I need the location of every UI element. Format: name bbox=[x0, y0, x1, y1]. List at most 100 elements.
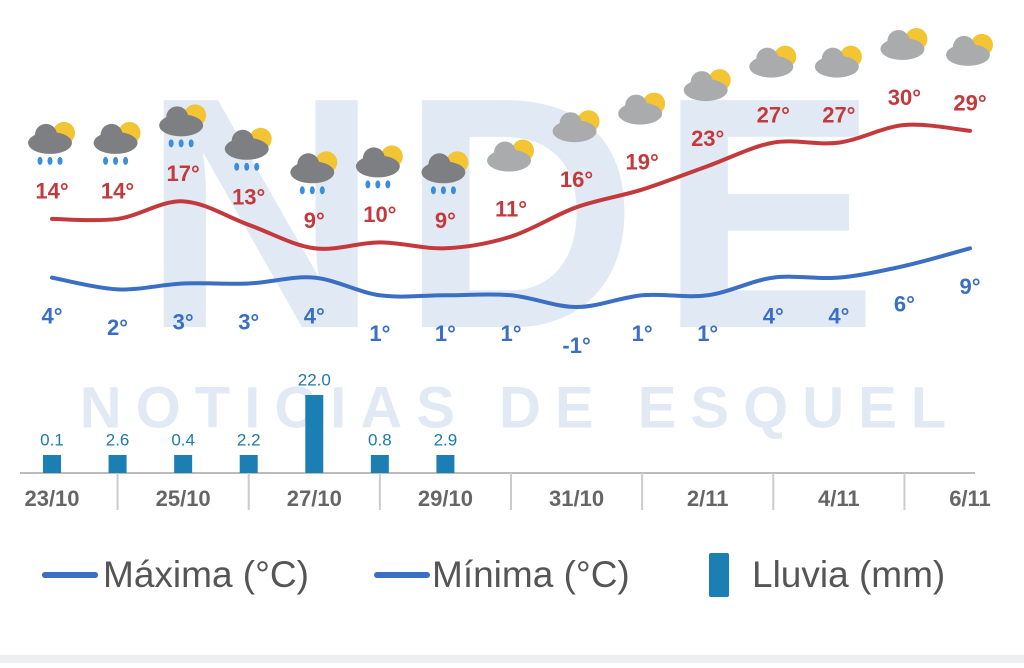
rain-bar bbox=[239, 455, 258, 473]
weather-icon bbox=[28, 121, 75, 165]
min-label: 4° bbox=[828, 303, 849, 328]
max-label: 13° bbox=[232, 185, 265, 210]
icon-cloud bbox=[690, 71, 713, 94]
rain-label: 2.6 bbox=[106, 430, 130, 449]
min-label: 9° bbox=[959, 274, 980, 299]
legend-label: Máxima (°C) bbox=[103, 554, 309, 595]
min-label: 1° bbox=[697, 321, 718, 346]
icon-drop bbox=[244, 162, 250, 171]
icon-cloud bbox=[494, 141, 516, 164]
rain-bar bbox=[43, 455, 61, 473]
max-label: 27° bbox=[757, 102, 790, 127]
legend-swatch bbox=[709, 553, 729, 597]
x-tick-label: 29/10 bbox=[418, 486, 473, 511]
bottom-strip bbox=[0, 655, 1024, 663]
x-tick-label: 31/10 bbox=[549, 486, 604, 511]
icon-cloud bbox=[756, 47, 779, 70]
max-label: 17° bbox=[167, 161, 200, 186]
min-label: 4° bbox=[304, 303, 325, 328]
min-label: 1° bbox=[435, 321, 456, 346]
weather-icon bbox=[290, 151, 338, 195]
min-label: 2° bbox=[107, 315, 128, 340]
max-label: 19° bbox=[626, 149, 659, 174]
icon-drop bbox=[47, 156, 53, 165]
icon-drop bbox=[375, 180, 381, 189]
icon-cloud bbox=[887, 30, 910, 52]
min-label: 4° bbox=[763, 303, 784, 328]
icon-cloud bbox=[231, 129, 254, 152]
max-label: 23° bbox=[691, 126, 724, 151]
min-label: 1° bbox=[500, 321, 521, 346]
weather-icon bbox=[93, 121, 141, 165]
temp-line bbox=[50, 246, 972, 310]
min-label: 1° bbox=[369, 321, 390, 346]
max-label: 9° bbox=[435, 208, 456, 233]
legend: Máxima (°C) Mínima (°C) Lluvia (mm) bbox=[42, 553, 945, 597]
rain-label: 0.4 bbox=[171, 430, 195, 449]
min-label: -1° bbox=[562, 333, 590, 358]
weather-icon bbox=[355, 145, 403, 189]
max-label: 11° bbox=[495, 196, 527, 221]
icon-drop bbox=[319, 186, 325, 195]
icon-drop bbox=[37, 156, 43, 165]
min-label: 3° bbox=[238, 309, 259, 334]
max-label: 9° bbox=[304, 208, 325, 233]
icon-drop bbox=[57, 156, 63, 165]
icon-drop bbox=[309, 186, 315, 195]
icon-drop bbox=[365, 180, 371, 189]
watermark-logo: NDE bbox=[142, 28, 899, 397]
icon-drop bbox=[254, 162, 260, 171]
icon-cloud bbox=[362, 147, 385, 170]
min-label: 1° bbox=[632, 321, 653, 346]
watermark-text: NOTICIAS DE ESQUEL bbox=[80, 375, 960, 440]
rain-label: 2.2 bbox=[237, 430, 261, 449]
rain-bar bbox=[370, 455, 389, 473]
min-label: 3° bbox=[173, 309, 194, 334]
temp-line bbox=[50, 122, 972, 251]
weather-icon bbox=[552, 110, 600, 143]
rain-label: 0.8 bbox=[368, 430, 392, 449]
min-label: 6° bbox=[894, 292, 915, 317]
icon-cloud bbox=[428, 153, 451, 176]
rain-bar bbox=[108, 455, 127, 473]
weather-icon bbox=[421, 151, 469, 195]
x-tick-label: 4/11 bbox=[818, 486, 860, 511]
icon-drop bbox=[385, 180, 391, 189]
rain-bar bbox=[174, 455, 193, 473]
icon-drop bbox=[168, 139, 174, 148]
x-tick-label: 27/10 bbox=[287, 486, 342, 511]
icon-drop bbox=[234, 162, 240, 171]
weather-icon bbox=[159, 104, 207, 148]
icon-drop bbox=[299, 186, 305, 195]
icon-drop bbox=[113, 156, 119, 165]
icon-cloud bbox=[297, 153, 320, 176]
icon-cloud bbox=[821, 47, 844, 70]
icon-drop bbox=[123, 156, 129, 165]
weather-icon bbox=[618, 92, 666, 125]
rain-bar bbox=[436, 455, 455, 473]
icon-drop bbox=[188, 139, 194, 148]
icon-cloud bbox=[625, 94, 648, 117]
rain-label: 22.0 bbox=[298, 370, 331, 389]
icon-drop bbox=[103, 156, 109, 165]
weather-icon bbox=[880, 28, 928, 60]
icon-cloud bbox=[559, 112, 582, 135]
icon-cloud bbox=[166, 106, 189, 129]
rain-label: 0.1 bbox=[40, 430, 64, 449]
weather-icon bbox=[814, 45, 862, 78]
legend-label: Lluvia (mm) bbox=[752, 554, 945, 595]
x-tick-label: 23/10 bbox=[24, 486, 79, 511]
icon-drop bbox=[450, 186, 456, 195]
min-label: 4° bbox=[41, 303, 62, 328]
max-label: 10° bbox=[363, 202, 396, 227]
weather-icon bbox=[946, 33, 993, 66]
max-label: 27° bbox=[822, 102, 855, 127]
weather-icon bbox=[487, 139, 534, 172]
rain-bar bbox=[305, 395, 324, 473]
icon-drop bbox=[178, 139, 184, 148]
x-tick-label: 2/11 bbox=[687, 486, 729, 511]
icon-cloud bbox=[953, 35, 975, 58]
rain-label: 2.9 bbox=[434, 430, 458, 449]
weather-icon bbox=[224, 127, 272, 171]
